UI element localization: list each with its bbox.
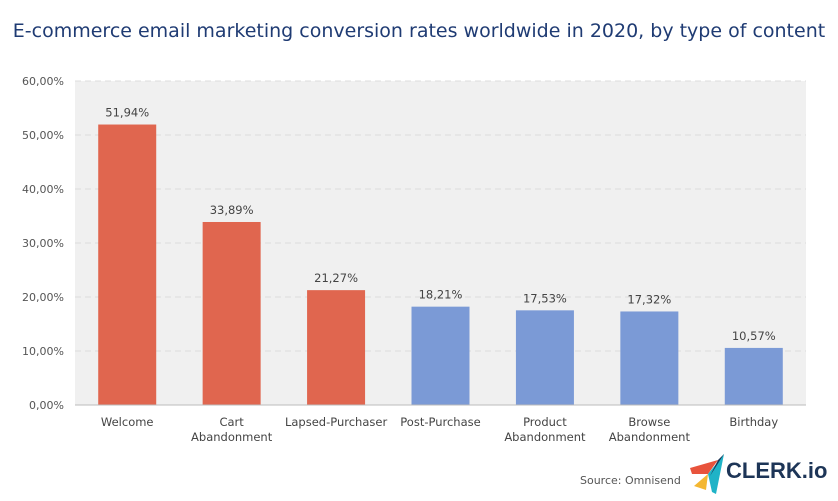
- data-label: 33,89%: [210, 203, 254, 217]
- data-label: 51,94%: [105, 106, 149, 120]
- bar: [620, 311, 679, 405]
- x-tick-label: Abandonment: [609, 430, 691, 444]
- bar: [724, 347, 783, 405]
- bar: [98, 124, 157, 406]
- y-tick-label: 50,00%: [22, 129, 64, 142]
- x-tick-label: Birthday: [729, 415, 778, 429]
- x-tick-label: Browse: [628, 415, 670, 429]
- data-label: 17,53%: [523, 291, 567, 305]
- bar: [307, 290, 366, 405]
- y-tick-label: 40,00%: [22, 183, 64, 196]
- bar: [515, 310, 574, 405]
- y-tick-label: 0,00%: [29, 399, 64, 412]
- data-label: 10,57%: [732, 329, 776, 343]
- chart-title: E-commerce email marketing conversion ra…: [12, 20, 826, 42]
- bar: [411, 306, 470, 405]
- y-tick-label: 60,00%: [22, 75, 64, 88]
- clerk-logo-icon: [690, 454, 724, 494]
- x-tick-label: Cart: [219, 415, 244, 429]
- bar: [202, 221, 261, 405]
- x-tick-label: Welcome: [101, 415, 154, 429]
- source-note: Source: Omnisend: [580, 474, 681, 487]
- x-tick-label: Abandonment: [191, 430, 273, 444]
- x-tick-label: Lapsed-Purchaser: [285, 415, 387, 429]
- x-tick-label: Abandonment: [504, 430, 586, 444]
- data-label: 18,21%: [419, 288, 463, 302]
- x-tick-label: Product: [523, 415, 567, 429]
- y-tick-label: 30,00%: [22, 237, 64, 250]
- logo-text: CLERK.io: [726, 458, 828, 483]
- y-tick-label: 20,00%: [22, 291, 64, 304]
- y-tick-label: 10,00%: [22, 345, 64, 358]
- x-tick-label: Post-Purchase: [400, 415, 480, 429]
- data-label: 17,32%: [627, 292, 671, 306]
- data-label: 21,27%: [314, 271, 358, 285]
